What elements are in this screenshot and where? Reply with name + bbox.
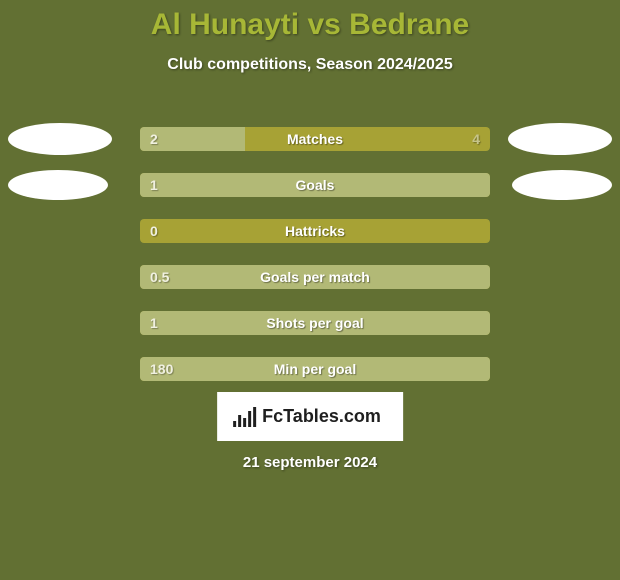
comparison-card: Al Hunayti vs Bedrane Club competitions,… — [0, 0, 620, 580]
stat-label: Hattricks — [285, 223, 345, 239]
stat-label: Min per goal — [274, 361, 356, 377]
left-value: 180 — [150, 361, 173, 377]
subtitle: Club competitions, Season 2024/2025 — [0, 56, 620, 74]
left-value: 2 — [150, 131, 158, 147]
player-left-avatar — [8, 170, 108, 200]
bar-track: 2 Matches 4 — [140, 127, 490, 151]
stat-row: 0.5 Goals per match — [0, 254, 620, 300]
left-value: 0.5 — [150, 269, 169, 285]
left-value: 0 — [150, 223, 158, 239]
bar-track: 0 Hattricks — [140, 219, 490, 243]
player-right-avatar — [508, 123, 612, 155]
brand-text: FcTables.com — [262, 406, 381, 427]
stat-label: Shots per goal — [266, 315, 363, 331]
brand-logo: FcTables.com — [217, 392, 403, 441]
player-left-avatar — [8, 123, 112, 155]
right-value: 4 — [472, 131, 480, 147]
player-right-avatar — [512, 170, 612, 200]
stat-row: 1 Shots per goal — [0, 300, 620, 346]
page-title: Al Hunayti vs Bedrane — [0, 0, 620, 42]
stat-label: Goals — [296, 177, 335, 193]
stat-row: 2 Matches 4 — [0, 116, 620, 162]
left-value: 1 — [150, 315, 158, 331]
bar-track: 1 Goals — [140, 173, 490, 197]
stat-label: Goals per match — [260, 269, 370, 285]
comparison-chart: 2 Matches 4 1 Goals 0 Hattricks 0.5 Goals per ma… — [0, 116, 620, 392]
stat-row: 0 Hattricks — [0, 208, 620, 254]
date-text: 21 september 2024 — [0, 454, 620, 471]
stat-label: Matches — [287, 131, 343, 147]
bar-track: 0.5 Goals per match — [140, 265, 490, 289]
stat-row: 180 Min per goal — [0, 346, 620, 392]
left-value: 1 — [150, 177, 158, 193]
bar-track: 1 Shots per goal — [140, 311, 490, 335]
bar-track: 180 Min per goal — [140, 357, 490, 381]
stat-row: 1 Goals — [0, 162, 620, 208]
bar-chart-icon — [233, 407, 256, 427]
